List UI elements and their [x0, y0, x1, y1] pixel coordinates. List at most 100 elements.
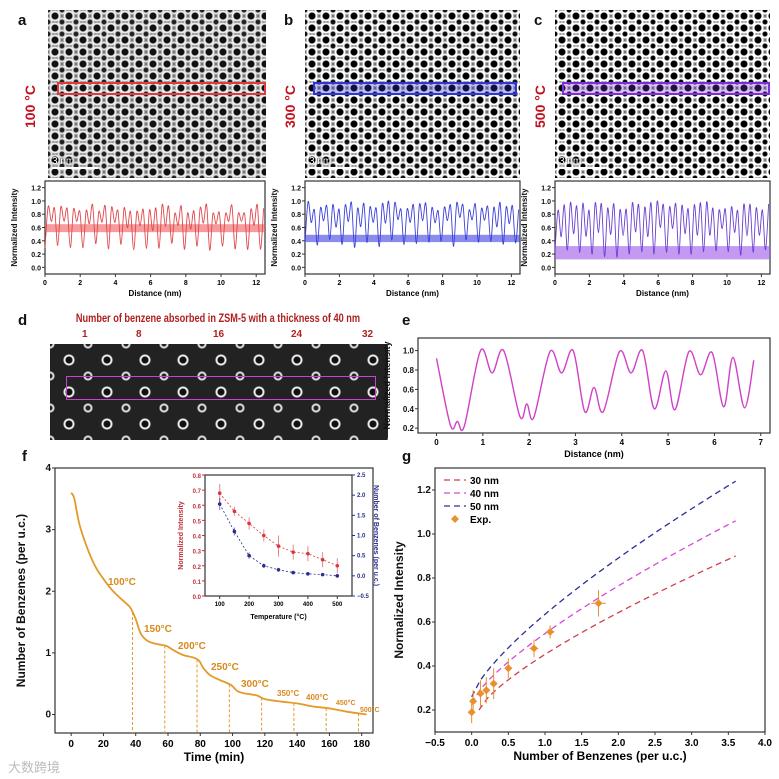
plot-frame [434, 467, 766, 733]
d-number-1: 1 [82, 329, 88, 340]
x-tick-label: 7 [759, 438, 764, 447]
roi-box-c [562, 82, 770, 95]
x-tick-label: 1.0 [538, 738, 552, 749]
x-tick-label: 8 [184, 280, 188, 287]
x-tick-label: 0 [434, 438, 439, 447]
x-axis-label: Distance (nm) [386, 289, 439, 298]
y-axis-label: Normalized Intensity [382, 341, 392, 429]
x-axis-label: Number of Benzenes (per u.c.) [513, 749, 686, 763]
x-tick-label: 12 [758, 280, 766, 287]
exp-data-point [467, 708, 476, 717]
step-temperature-label: 350°C [277, 689, 300, 698]
x-tick-label: 2.5 [648, 738, 662, 749]
panel-label-g: g [402, 448, 412, 465]
x-tick-label: 160 [321, 739, 338, 750]
exp-data-point [482, 686, 491, 695]
y-tick-label: 0.0 [291, 265, 301, 272]
data-point [262, 563, 266, 568]
x-tick-label: 12 [508, 280, 516, 287]
data-point [262, 533, 266, 538]
y-tick-label: 1.2 [417, 485, 431, 496]
chart-e: 0 1 2 3 4 5 6 7 0.2 0.4 0.6 0.8 1.0 Distance (nm) Norm… [382, 337, 771, 459]
intensity-profile-line [554, 200, 770, 258]
x-tick-label: 60 [162, 739, 174, 750]
simulated-image [50, 344, 388, 440]
y-tick-label: 0.6 [541, 226, 551, 233]
intensity-band [305, 234, 520, 243]
data-point [247, 521, 251, 526]
x-tick-label: 4.0 [758, 738, 772, 749]
data-point [306, 551, 310, 556]
model-line-30nm [478, 555, 736, 711]
x-tick-label: 8 [691, 280, 695, 287]
y-tick-label: 0.8 [291, 212, 301, 219]
scale-bar-b: 3 nm [309, 156, 355, 169]
data-point [335, 574, 340, 578]
y-axis-label: Normalized Intensity [178, 501, 185, 570]
exp-data-point [530, 644, 538, 653]
roi-box-b [313, 82, 517, 95]
x-tick-label: 4 [113, 280, 117, 287]
data-point [291, 550, 296, 554]
y-tick-label: 0.6 [403, 385, 415, 394]
legend-label: 30 nm [470, 476, 499, 487]
x-tick-label: 6 [712, 438, 717, 447]
intensity-profile-line [44, 203, 265, 251]
scale-bar-c: 3 nm [559, 156, 605, 169]
d-number-16: 16 [213, 329, 225, 340]
y-tick-label: 0.2 [31, 252, 41, 259]
y-tick-label: 0.3 [193, 550, 202, 556]
roi-box-d [66, 376, 376, 400]
y-tick-label: 0.4 [291, 239, 301, 246]
chart-f: 0 20 40 60 80 100 120 140 160 180 0 1 2 3 4 Time (min) N… [14, 463, 380, 764]
right-y-tick-label: 0.0 [357, 574, 366, 580]
model-line-50nm [471, 480, 737, 698]
x-tick-label: 80 [195, 739, 207, 750]
step-temperature-label: 500°C [360, 706, 380, 714]
y-tick-label: 3 [45, 525, 51, 536]
y-axis-label: Normalized Intensity [520, 188, 529, 267]
x-tick-label: 0 [68, 739, 74, 750]
x-tick-label: 0.5 [501, 738, 515, 749]
y-tick-label: 0.1 [193, 580, 202, 586]
panel-label-f: f [22, 448, 27, 465]
data-point [320, 557, 325, 562]
y-tick-label: 0.7 [193, 489, 202, 495]
y-tick-label: 0.2 [193, 565, 202, 571]
data-point [232, 509, 237, 514]
data-point [232, 529, 237, 534]
y-tick-label: 0.6 [193, 504, 202, 510]
data-point [217, 491, 222, 495]
x-tick-label: 3 [573, 438, 578, 447]
data-point [276, 567, 281, 572]
data-point [291, 570, 296, 575]
y-tick-label: 0.0 [193, 595, 202, 601]
x-tick-label: −0.5 [425, 738, 445, 749]
exp-data-point [489, 679, 498, 688]
x-tick-label: 0 [43, 280, 47, 287]
x-tick-label: 6 [406, 280, 410, 287]
step-temperature-label: 450°C [336, 699, 356, 707]
legend-label: Exp. [470, 515, 491, 526]
data-point [335, 563, 340, 568]
legend-swatch [451, 515, 459, 523]
x-tick-label: 6 [656, 280, 660, 287]
right-y-tick-label: 1.0 [357, 534, 366, 540]
y-tick-label: 0.0 [31, 265, 41, 272]
y-axis-label: Normalized Intensity [270, 188, 279, 267]
y-tick-label: 0.2 [403, 424, 415, 433]
roi-box-a [57, 82, 266, 95]
intensity-band [555, 246, 770, 260]
y-tick-label: 4 [45, 463, 51, 474]
x-tick-label: 20 [98, 739, 110, 750]
x-axis-label: Distance (nm) [564, 449, 624, 459]
x-tick-label: 40 [130, 739, 142, 750]
x-tick-label: 200 [244, 602, 255, 608]
data-point [276, 544, 281, 548]
x-tick-label: 10 [217, 280, 225, 287]
intensity-profile-line [435, 348, 755, 432]
x-tick-label: 3.5 [721, 738, 735, 749]
x-tick-label: 0 [303, 280, 307, 287]
y-tick-label: 0.2 [417, 705, 431, 716]
